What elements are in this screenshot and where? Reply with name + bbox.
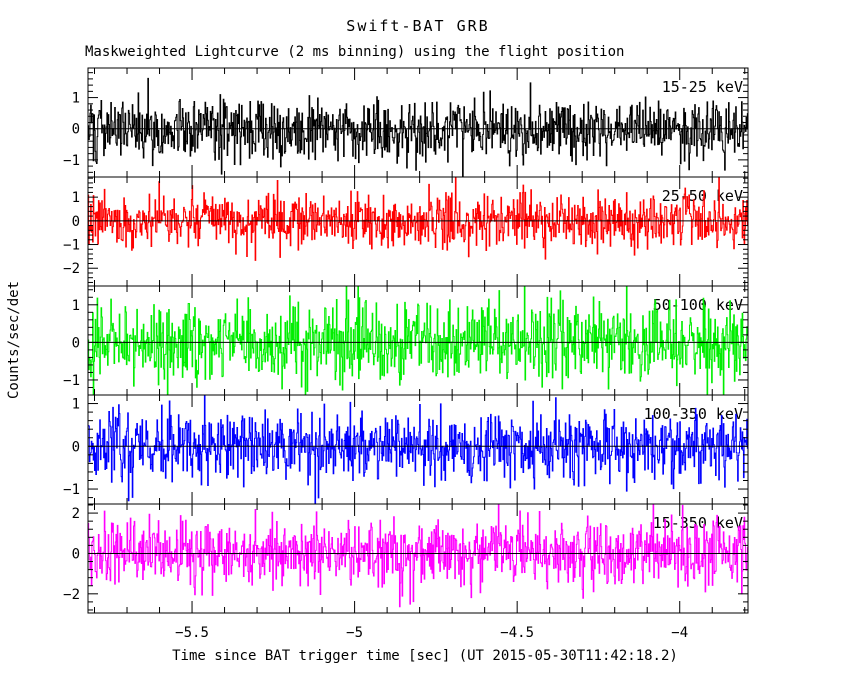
y-tick-label: 1 [72,397,80,413]
x-tick-label: −5.5 [175,625,209,641]
panel-100-350-kev: 100-350 keV −1 0 1 [63,394,749,505]
panel-15-350-kev: 15-350 keV −2 0 2 [63,503,749,614]
y-tick-label: 0 [72,335,80,351]
band-label-100-350-kev: 100-350 keV [644,405,743,423]
band-label-15-350-kev: 15-350 keV [653,514,743,532]
series-100-350-kev [88,395,748,504]
y-tick-label: 1 [72,298,80,314]
series-15-25-kev [88,77,748,177]
x-axis-label: Time since BAT trigger time [sec] (UT 20… [172,648,678,664]
x-tick-label: −5 [346,625,363,641]
plot-subtitle: Maskweighted Lightcurve (2 ms binning) u… [85,44,624,60]
y-tick-label: 0 [72,546,80,562]
series-25-50-kev [88,176,748,261]
y-tick-label: 0 [72,214,80,230]
y-axis-label: Counts/sec/det [6,281,22,399]
series-15-350-kev [88,503,748,608]
y-tick-label: −2 [63,587,80,603]
y-tick-label: 0 [72,122,80,138]
y-tick-label: −1 [63,153,80,169]
panel-frame [87,503,749,614]
y-tick-label: −1 [63,482,80,498]
panel-25-50-kev: 25-50 keV −2 −1 0 1 [63,176,749,287]
y-tick-label: 1 [72,190,80,206]
band-label-25-50-kev: 25-50 keV [662,187,743,205]
y-tick-label: 2 [72,506,80,522]
panel-50-100-kev: 50-100 keV −1 0 1 [63,285,749,396]
panel-15-25-kev: 15-25 keV −1 0 1 [63,67,749,178]
x-tick-label: −4.5 [500,625,534,641]
series-50-100-kev [88,286,748,395]
plot-title: Swift-BAT GRB [346,17,489,35]
y-tick-label: 0 [72,439,80,455]
y-tick-label: −1 [63,373,80,389]
x-tick-label: −4 [671,625,688,641]
x-axis-group: −5.5 −5 −4.5 −4 [175,625,688,641]
y-tick-label: −2 [63,261,80,277]
y-tick-label: −1 [63,238,80,254]
band-label-15-25-kev: 15-25 keV [662,78,743,96]
band-label-50-100-kev: 50-100 keV [653,296,743,314]
panels-group: 15-25 keV −1 0 1 25-50 keV −2 −1 0 1 50-100 keV −1… [63,67,749,614]
y-tick-label: 1 [72,91,80,107]
